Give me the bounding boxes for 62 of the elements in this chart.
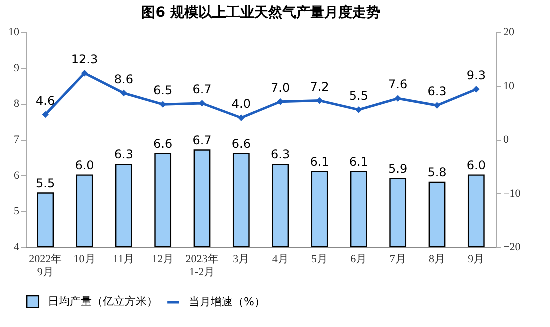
chart-title: 图6 规模以上工业天然气产量月度走势 — [142, 4, 380, 21]
point — [434, 102, 441, 109]
y2-tick-label: 10 — [504, 80, 515, 92]
point — [42, 111, 49, 118]
data-label: 4.6 — [36, 94, 56, 108]
legend-label: 日均产量（亿立方米） — [48, 295, 158, 308]
y-tick-label: 7 — [14, 134, 20, 146]
y-tick-label: 10 — [8, 26, 20, 38]
legend-label: 当月增速（%） — [189, 296, 266, 308]
data-label: 4.0 — [232, 97, 251, 111]
data-label: 6.1 — [349, 154, 368, 169]
y2-tick-label: −20 — [504, 242, 522, 254]
data-label: 9.3 — [466, 68, 486, 83]
data-label: 7.0 — [271, 80, 290, 95]
x-tick-label: 3月 — [233, 254, 250, 266]
data-label: 6.3 — [428, 84, 447, 99]
y-tick-label: 6 — [14, 170, 20, 182]
y-tick-label: 9 — [14, 62, 20, 74]
point — [277, 98, 284, 106]
point — [356, 106, 362, 114]
data-label: 6.7 — [192, 82, 212, 96]
data-label: 5.5 — [36, 176, 56, 190]
y2-tick-label: 20 — [504, 26, 515, 38]
y-tick-label: 8 — [14, 98, 20, 110]
data-label: 7.2 — [310, 80, 330, 94]
point — [81, 70, 88, 77]
y-tick-label: 4 — [14, 242, 20, 254]
x-tick-label: 12月 — [152, 254, 174, 266]
data-label: 5.5 — [349, 88, 368, 103]
point — [394, 95, 402, 102]
x-tick-label: 5月 — [312, 254, 328, 266]
data-label: 7.6 — [388, 78, 408, 92]
data-label: 6.0 — [466, 158, 486, 172]
data-label: 5.8 — [428, 166, 447, 180]
data-label: 8.6 — [114, 72, 134, 86]
data-label: 5.9 — [388, 162, 408, 176]
x-tick-label: 2022年 9月 — [29, 254, 62, 278]
data-label: 6.3 — [114, 148, 134, 162]
y2-tick-label: 0 — [504, 134, 510, 146]
data-label: 6.0 — [75, 158, 94, 172]
x-tick-label: 9月 — [468, 254, 485, 266]
data-label: 6.5 — [154, 84, 173, 98]
x-tick-label: 4月 — [272, 254, 289, 266]
point — [160, 101, 166, 108]
x-tick-label: 2023年 1-2月 — [186, 254, 219, 278]
data-label: 6.1 — [310, 154, 330, 169]
data-label: 6.3 — [271, 148, 290, 162]
data-label: 12.3 — [71, 52, 98, 66]
data-label: 6.6 — [154, 136, 173, 151]
point — [120, 90, 128, 97]
x-tick-label: 11月 — [113, 254, 135, 266]
point — [473, 86, 480, 93]
y2-tick-label: −10 — [504, 188, 522, 200]
y-tick-label: 5 — [14, 206, 20, 218]
point — [316, 97, 324, 104]
x-tick-label: 10月 — [74, 254, 96, 266]
x-tick-label: 6月 — [350, 254, 368, 266]
x-tick-label: 7月 — [390, 254, 406, 266]
x-tick-label: 8月 — [429, 254, 446, 266]
data-label: 6.7 — [192, 133, 212, 148]
data-label: 6.6 — [232, 136, 251, 151]
point — [238, 114, 245, 122]
